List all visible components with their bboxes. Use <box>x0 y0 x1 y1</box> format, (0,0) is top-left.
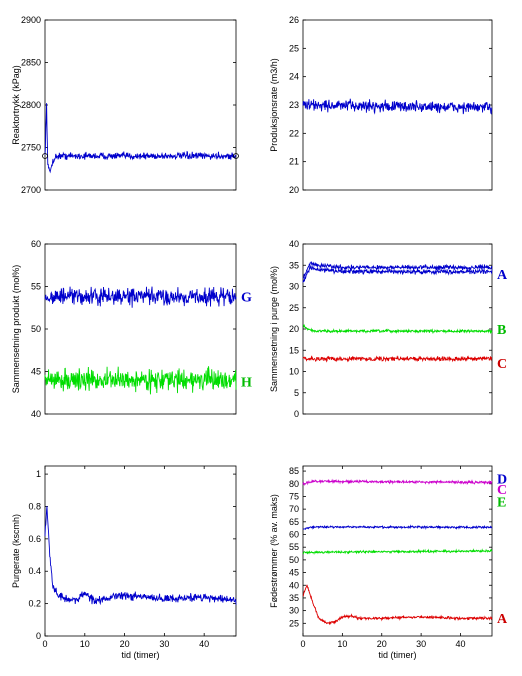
series-line <box>302 264 493 283</box>
y-tick-label: 80 <box>289 479 299 489</box>
y-tick-label: 10 <box>289 367 299 377</box>
chart-1: 2700 2750 2800 2850 2900 Reaktortrykk (kPag) <box>11 15 239 195</box>
y-tick-label: 0.6 <box>28 534 41 544</box>
y-tick-label: 25 <box>289 618 299 628</box>
y-tick-label: 2900 <box>21 15 41 25</box>
series-line <box>44 103 237 174</box>
y-tick-label: 0 <box>36 631 41 641</box>
y-tick-label: 0.4 <box>28 566 41 576</box>
x-tick-label: 10 <box>80 639 90 649</box>
y-tick-label: 2700 <box>21 185 41 195</box>
y-tick-label: 55 <box>31 282 41 292</box>
y-tick-label: 1 <box>36 469 41 479</box>
point-marker <box>42 153 48 159</box>
chart-4: 0 5 10 15 20 25 30 35 40 Sammensetning i purge (m… <box>269 239 508 419</box>
x-tick-label: 40 <box>199 639 209 649</box>
point-marker <box>233 153 239 159</box>
x-tick-label: 30 <box>159 639 169 649</box>
x-tick-label: 0 <box>300 639 305 649</box>
y-tick-label: 45 <box>31 367 41 377</box>
y-tick-label: 2850 <box>21 58 41 68</box>
series-line <box>302 548 493 555</box>
axes-box <box>44 19 237 191</box>
y-axis-label: Purgerate (kscmh) <box>11 514 21 588</box>
axes-box <box>44 243 237 415</box>
x-axis-label: tid (timer) <box>379 650 417 660</box>
series-line <box>302 261 493 279</box>
y-tick-label: 75 <box>289 491 299 501</box>
series-letter-label: C <box>497 483 507 498</box>
y-tick-label: 21 <box>289 157 299 167</box>
y-tick-label: 0.8 <box>28 501 41 511</box>
y-tick-label: 40 <box>289 580 299 590</box>
series-letter-label: G <box>241 291 252 306</box>
series-letter-label: B <box>497 323 506 338</box>
series-line <box>302 584 493 626</box>
series-line <box>302 355 493 363</box>
x-tick-label: 30 <box>416 639 426 649</box>
y-tick-label: 25 <box>289 303 299 313</box>
y-tick-label: 30 <box>289 282 299 292</box>
y-tick-label: 23 <box>289 100 299 110</box>
series-letter-label: H <box>241 376 252 391</box>
y-tick-label: 26 <box>289 15 299 25</box>
chart-2: 20 21 22 23 24 25 26 Produksjonsrate (m3/h) <box>269 15 493 195</box>
chart-6: 25 30 35 40 45 50 55 60 65 70 75 80 85 0 10 20 30 40 Fødes… <box>269 465 508 660</box>
x-tick-label: 20 <box>377 639 387 649</box>
y-tick-label: 30 <box>289 606 299 616</box>
y-tick-label: 50 <box>31 324 41 334</box>
series-line <box>302 524 493 531</box>
x-tick-label: 40 <box>455 639 465 649</box>
y-tick-label: 70 <box>289 504 299 514</box>
y-tick-label: 55 <box>289 542 299 552</box>
y-tick-label: 35 <box>289 593 299 603</box>
y-tick-label: 2800 <box>21 100 41 110</box>
y-axis-label: Reaktortrykk (kPag) <box>11 65 21 145</box>
y-axis-label: Produksjonsrate (m3/h) <box>269 58 279 152</box>
y-tick-label: 25 <box>289 43 299 53</box>
series-letter-label: D <box>497 473 507 488</box>
axes-box <box>44 465 237 637</box>
y-tick-label: 2750 <box>21 143 41 153</box>
y-tick-label: 85 <box>289 466 299 476</box>
x-tick-label: 0 <box>42 639 47 649</box>
y-axis-label: Sammensetning produkt (mol%) <box>11 265 21 394</box>
y-tick-label: 50 <box>289 555 299 565</box>
x-tick-label: 20 <box>120 639 130 649</box>
y-tick-label: 20 <box>289 185 299 195</box>
x-axis-label: tid (timer) <box>122 650 160 660</box>
y-tick-label: 40 <box>31 409 41 419</box>
x-tick-label: 10 <box>337 639 347 649</box>
series-letter-label: A <box>497 268 508 283</box>
series-line <box>44 506 237 606</box>
y-tick-label: 24 <box>289 72 299 82</box>
y-tick-label: 0 <box>294 409 299 419</box>
series-letter-label: E <box>497 496 506 511</box>
series-letter-label: C <box>497 357 507 372</box>
series-line <box>302 98 493 115</box>
series-line <box>44 366 237 395</box>
y-axis-label: Fødestrømmer (% av. maks) <box>269 494 279 608</box>
series-line <box>44 286 237 308</box>
chart-3: 40 45 50 55 60 Sammensetning produkt (mol%) G H <box>11 239 252 419</box>
y-tick-label: 35 <box>289 260 299 270</box>
y-tick-label: 15 <box>289 345 299 355</box>
y-tick-label: 40 <box>289 239 299 249</box>
y-tick-label: 60 <box>31 239 41 249</box>
y-tick-label: 60 <box>289 530 299 540</box>
series-line <box>302 478 493 486</box>
series-letter-label: A <box>497 612 508 627</box>
series-line <box>302 324 493 335</box>
y-tick-label: 20 <box>289 324 299 334</box>
y-tick-label: 22 <box>289 128 299 138</box>
y-axis-label: Sammensetning i purge (mol%) <box>269 266 279 392</box>
y-tick-label: 0.2 <box>28 599 41 609</box>
y-tick-label: 45 <box>289 568 299 578</box>
y-tick-label: 65 <box>289 517 299 527</box>
y-tick-label: 5 <box>294 388 299 398</box>
